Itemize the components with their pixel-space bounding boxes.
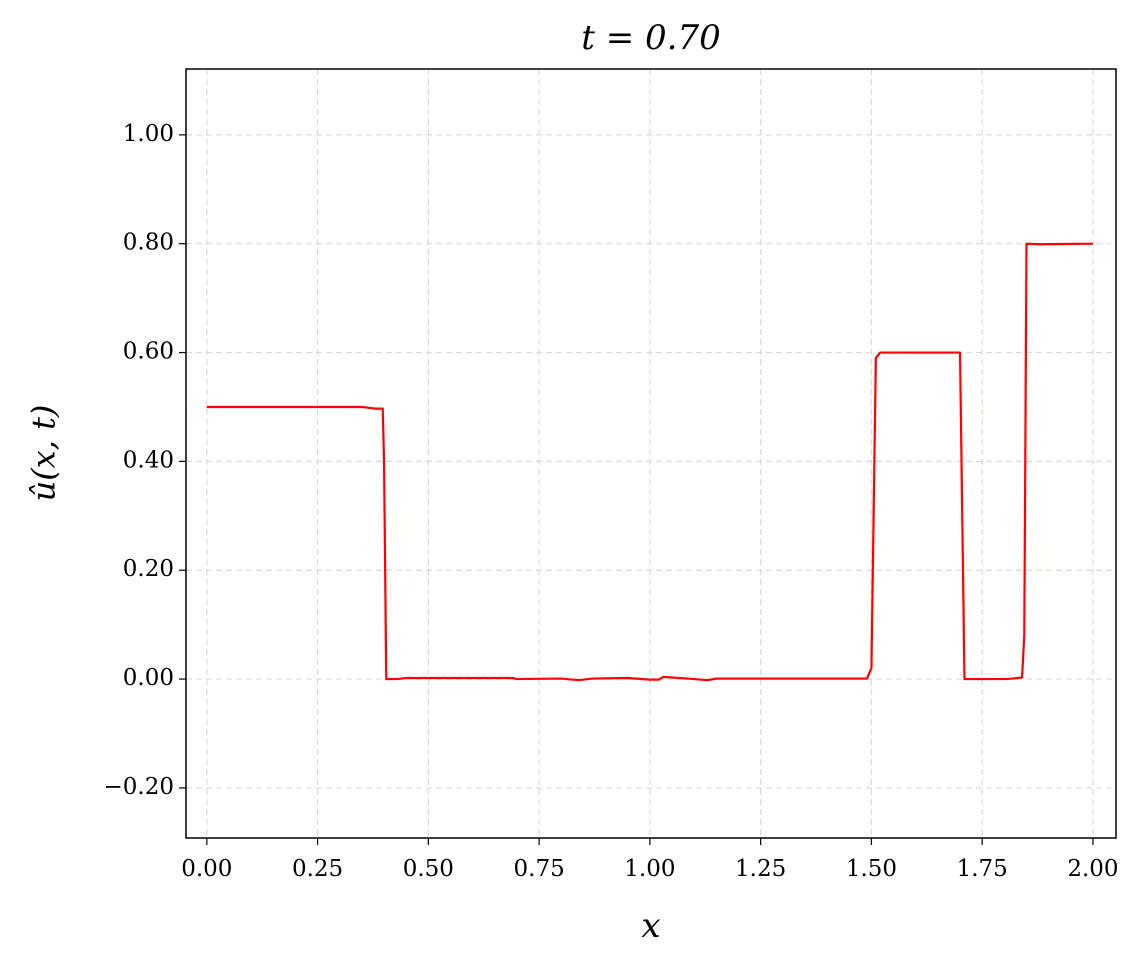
x-tick-label: 0.75 (514, 856, 565, 882)
x-tick-label: 1.00 (624, 856, 675, 882)
y-tick-label: −0.20 (104, 774, 174, 800)
chart-title: t = 0.70 (581, 18, 720, 58)
y-axis-label: û(x, t) (25, 405, 63, 502)
y-tick-label: 0.80 (123, 230, 174, 256)
y-tick-label: 0.60 (123, 339, 174, 365)
x-tick-label: 1.25 (735, 856, 786, 882)
x-tick-label: 0.50 (403, 856, 454, 882)
x-tick-label: 0.00 (181, 856, 232, 882)
x-tick-label: 1.50 (846, 856, 897, 882)
data-line (206, 242, 1093, 682)
y-tick-label: 1.00 (123, 121, 174, 147)
x-tick-label: 1.75 (957, 856, 1008, 882)
y-tick-label: 0.00 (123, 665, 174, 691)
plot-frame (185, 68, 1117, 839)
y-tick-label: 0.40 (123, 447, 174, 473)
x-tick-label: 0.25 (292, 856, 343, 882)
x-tick-label: 2.00 (1067, 856, 1118, 882)
x-axis-label: x (641, 906, 660, 946)
y-tick-label: 0.20 (123, 556, 174, 582)
